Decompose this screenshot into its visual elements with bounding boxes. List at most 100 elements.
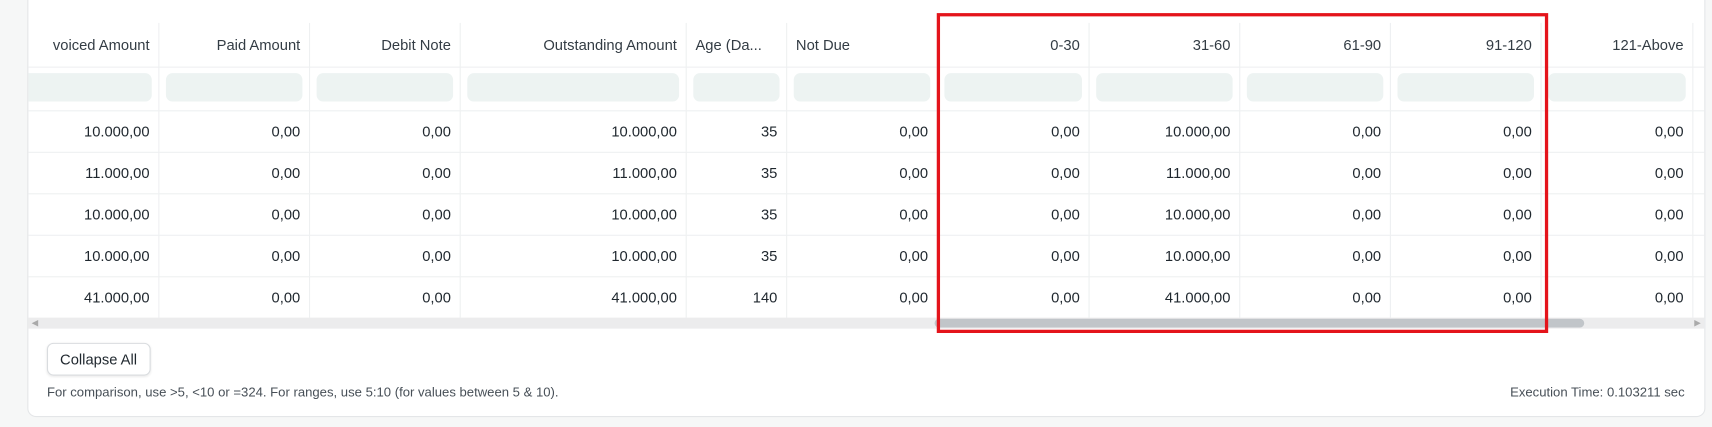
table-cell: 11.000,00 [1090, 151, 1241, 194]
table-cell: 10.000,00 [28, 193, 160, 235]
filter-cell [159, 66, 311, 111]
column-filter-input[interactable] [793, 73, 931, 102]
column-filter-input[interactable] [1397, 73, 1534, 102]
column-filter-input[interactable] [1548, 73, 1686, 102]
filter-cell [461, 66, 687, 111]
table-cell: 10.000,00 [1090, 193, 1241, 235]
filter-cell [787, 66, 938, 111]
table-cell: 35 [687, 110, 788, 152]
column-filter-input[interactable] [28, 73, 152, 102]
table-cell: 0,00 [938, 110, 1090, 152]
table-cell: 0,00 [310, 193, 461, 235]
filter-cell [28, 66, 160, 111]
table-cell: 0,00 [787, 234, 938, 277]
column-filter-input[interactable] [693, 73, 780, 102]
table-cell: 11.000,00 [28, 151, 160, 194]
table-cell: 10.000,00 [461, 193, 687, 235]
filter-cell [310, 66, 461, 111]
column-filter-input[interactable] [1096, 73, 1233, 102]
table-cell: 0,00 [1542, 193, 1694, 235]
column-filter-input[interactable] [165, 73, 303, 102]
table-cell: 11.000,00 [461, 151, 687, 194]
scroll-left-icon[interactable]: ◀ [31, 317, 39, 328]
filter-cell [1240, 66, 1391, 111]
filter-row [28, 66, 1705, 112]
table-cell: 0,00 [159, 276, 311, 318]
table-cell: 0,00 [1240, 151, 1391, 194]
table-cell: 0,00 [1391, 234, 1542, 277]
table-cell: 0,00 [159, 193, 311, 235]
column-header[interactable]: 121-Above [1542, 22, 1694, 67]
table-cell: 0,00 [1542, 234, 1694, 277]
table-cell: 0,00 [1240, 234, 1391, 277]
table-cell: 0,00 [310, 276, 461, 318]
column-filter-input[interactable] [467, 73, 680, 102]
table-cell: 0,00 [1240, 276, 1391, 318]
column-filter-input[interactable] [1246, 73, 1384, 102]
table-cell: 35 [687, 193, 788, 235]
table-cell: 35 [687, 234, 788, 277]
collapse-all-button[interactable]: Collapse All [46, 342, 151, 376]
table-cell: 0,00 [159, 234, 311, 277]
filter-cell [938, 66, 1090, 111]
table-row: 11.000,00 0,00 0,00 11.000,00 35 0,00 0,00 11.0… [28, 151, 1705, 195]
filter-cell [1090, 66, 1241, 111]
table-cell: 140 [687, 276, 788, 318]
table-cell: 10.000,00 [461, 234, 687, 277]
table-cell: 10.000,00 [1090, 110, 1241, 152]
table-cell: 41.000,00 [28, 276, 160, 318]
column-header[interactable]: 91-120 [1391, 22, 1542, 67]
table-cell: 0,00 [787, 276, 938, 318]
scroll-right-icon[interactable]: ▶ [1694, 317, 1702, 328]
table-cell: 0,00 [310, 110, 461, 152]
column-header[interactable]: 0-30 [938, 22, 1090, 67]
column-filter-input[interactable] [316, 73, 454, 102]
table-cell: 0,00 [938, 193, 1090, 235]
table-cell: 0,00 [1542, 151, 1694, 194]
table-cell: 35 [687, 151, 788, 194]
table-cell: 0,00 [1240, 110, 1391, 152]
execution-time: Execution Time: 0.103211 sec [1510, 384, 1685, 400]
highlight-box [936, 13, 1549, 333]
table-cell: 10.000,00 [28, 234, 160, 277]
column-header[interactable]: voiced Amount [28, 22, 160, 67]
table-cell: 0,00 [159, 110, 311, 152]
table-cell: 0,00 [1542, 276, 1694, 318]
table-cell: 0,00 [787, 110, 938, 152]
report-card: voiced Amount Paid Amount Debit Note Outsta… [27, 0, 1706, 418]
column-header[interactable]: Debit Note [310, 22, 461, 67]
table-cell: 0,00 [938, 151, 1090, 194]
table-cell: 0,00 [1391, 151, 1542, 194]
filter-cell [687, 66, 788, 111]
table-cell: 41.000,00 [461, 276, 687, 318]
table-cell: 10.000,00 [1090, 234, 1241, 277]
table-cell: 0,00 [310, 234, 461, 277]
filter-cell [1542, 66, 1694, 111]
table-cell: 0,00 [310, 151, 461, 194]
column-header[interactable]: Outstanding Amount [461, 22, 687, 67]
table-cell: 0,00 [787, 151, 938, 194]
table-row: 10.000,00 0,00 0,00 10.000,00 35 0,00 0,00 10.0… [28, 110, 1705, 153]
column-header[interactable]: 31-60 [1090, 22, 1241, 67]
table-row: 10.000,00 0,00 0,00 10.000,00 35 0,00 0,00 10.0… [28, 193, 1705, 236]
table-cell: 0,00 [1391, 193, 1542, 235]
column-header[interactable]: Not Due [787, 22, 938, 67]
column-header[interactable]: Paid Amount [159, 22, 311, 67]
table-cell: 0,00 [787, 193, 938, 235]
column-header[interactable]: 61-90 [1240, 22, 1391, 67]
horizontal-scrollbar[interactable]: ◀ ▶ [28, 317, 1705, 329]
table-cell: 0,00 [1391, 110, 1542, 152]
table-cell: 0,00 [1240, 193, 1391, 235]
table-cell: 0,00 [938, 276, 1090, 318]
table-cell: 0,00 [1391, 276, 1542, 318]
column-header[interactable]: Age (Da... [687, 22, 788, 67]
table-cell: 10.000,00 [461, 110, 687, 152]
table-cell: 41.000,00 [1090, 276, 1241, 318]
table-cell: 0,00 [938, 234, 1090, 277]
scrollbar-thumb[interactable] [934, 318, 1585, 328]
table-cell: 10.000,00 [28, 110, 160, 152]
column-filter-input[interactable] [944, 73, 1082, 102]
filter-cell [1391, 66, 1542, 111]
filter-help-text: For comparison, use >5, <10 or =324. For… [46, 384, 559, 400]
table-cell: 0,00 [1542, 110, 1694, 152]
